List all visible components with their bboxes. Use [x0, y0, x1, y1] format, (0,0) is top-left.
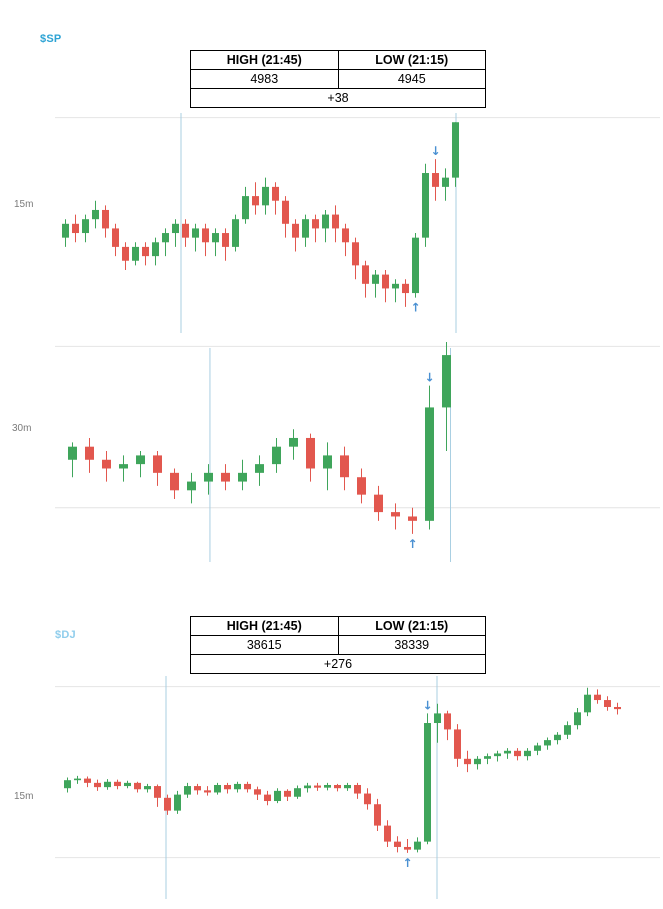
dj-high-value-cell: 38615: [190, 635, 339, 655]
sp-high-value-cell: 4983: [190, 69, 339, 89]
dj-low-value-cell: 38339: [337, 635, 486, 655]
sp-30m-candlestick-chart[interactable]: ↓↑: [0, 340, 663, 572]
buy-signal-arrow-icon: ↑: [410, 301, 420, 315]
dj-low-header-cell: LOW (21:15): [337, 616, 486, 636]
dj-high-header-cell: HIGH (21:45): [190, 616, 339, 636]
sell-signal-arrow-icon: ↓: [422, 698, 432, 712]
sp-change-value-cell: +38: [190, 88, 486, 108]
sp-15m-candlestick-chart[interactable]: ↓↑: [0, 105, 663, 343]
sp-low-value-cell: 4945: [337, 69, 486, 89]
dj-15m-candlestick-chart[interactable]: ↓↑: [0, 668, 663, 909]
dj-stats-table: HIGH (21:45) LOW (21:15) 38615 38339 +27…: [190, 616, 486, 674]
sp-low-header-cell: LOW (21:15): [337, 50, 486, 70]
sp-30m-label: 30m: [12, 423, 32, 434]
sell-signal-arrow-icon: ↓: [424, 371, 434, 385]
sp-15m-label: 15m: [14, 199, 34, 210]
sp-stats-table: HIGH (21:45) LOW (21:15) 4983 4945 +38: [190, 50, 486, 108]
dj-symbol-label: $DJ: [55, 629, 76, 641]
sell-signal-arrow-icon: ↓: [430, 144, 440, 158]
dj-15m-label: 15m: [14, 791, 34, 802]
dj-change-value-cell: +276: [190, 654, 486, 674]
sp-symbol-label: $SP: [40, 33, 62, 45]
buy-signal-arrow-icon: ↑: [407, 537, 417, 551]
buy-signal-arrow-icon: ↑: [402, 856, 412, 870]
sp-high-header-cell: HIGH (21:45): [190, 50, 339, 70]
